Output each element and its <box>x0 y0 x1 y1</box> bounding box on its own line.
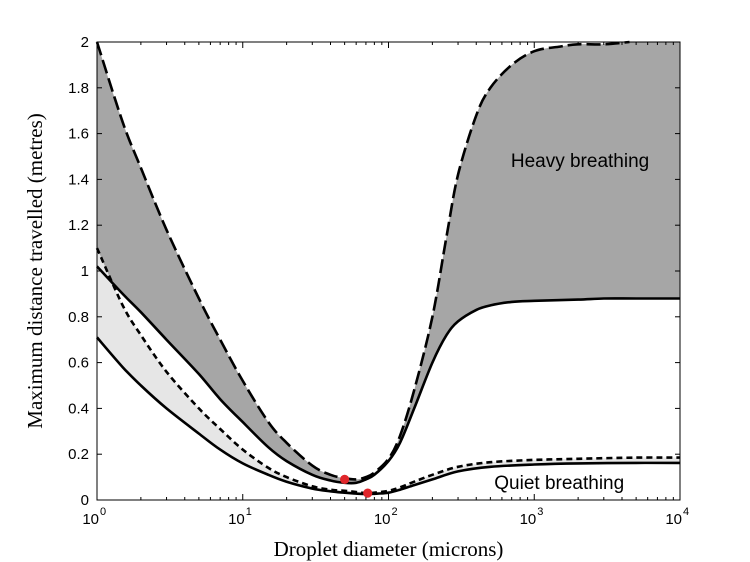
y-tick-label: 0.6 <box>68 355 89 372</box>
series-line-4 <box>96 336 681 496</box>
y-axis-label: Maximum distance travelled (metres) <box>23 113 47 428</box>
y-tick-label: 1.8 <box>68 80 89 97</box>
y-tick-label: 0.8 <box>68 309 89 326</box>
x-tick-label-exponent: 3 <box>537 506 543 518</box>
marker-point-2 <box>363 488 373 498</box>
marker-point-1 <box>340 474 350 484</box>
markers <box>340 474 373 498</box>
annotation-quiet-breathing: Quiet breathing <box>494 473 624 494</box>
x-tick-label-base: 10 <box>665 511 682 528</box>
x-tick-label-base: 10 <box>520 511 537 528</box>
y-tick-label: 1.4 <box>68 171 89 188</box>
series-line-3 <box>95 247 681 495</box>
x-tick-label-base: 10 <box>228 511 245 528</box>
y-tick-label: 1.2 <box>68 217 89 234</box>
x-tick-label-base: 10 <box>374 511 391 528</box>
annotation-heavy-breathing: Heavy breathing <box>511 151 649 172</box>
y-tick-label: 1.6 <box>68 126 89 143</box>
heavy-breathing-band <box>97 41 680 484</box>
area-layer <box>97 41 680 495</box>
series-line-2 <box>96 265 680 485</box>
x-tick-label-exponent: 1 <box>246 506 252 518</box>
x-tick-label-base: 10 <box>82 511 99 528</box>
axis-ticks <box>96 41 681 501</box>
y-tick-label: 2 <box>81 34 89 51</box>
series-lines <box>95 40 681 496</box>
x-tick-label-exponent: 0 <box>100 506 106 518</box>
x-tick-label-exponent: 2 <box>392 506 398 518</box>
x-tick-label-exponent: 4 <box>683 506 689 518</box>
y-tick-label: 0.2 <box>68 446 89 463</box>
y-tick-label: 1 <box>81 263 89 280</box>
x-axis-label: Droplet diameter (microns) <box>274 537 504 561</box>
y-tick-label: 0.4 <box>68 400 89 417</box>
series-line-1 <box>95 40 630 481</box>
y-tick-label: 0 <box>81 492 89 509</box>
